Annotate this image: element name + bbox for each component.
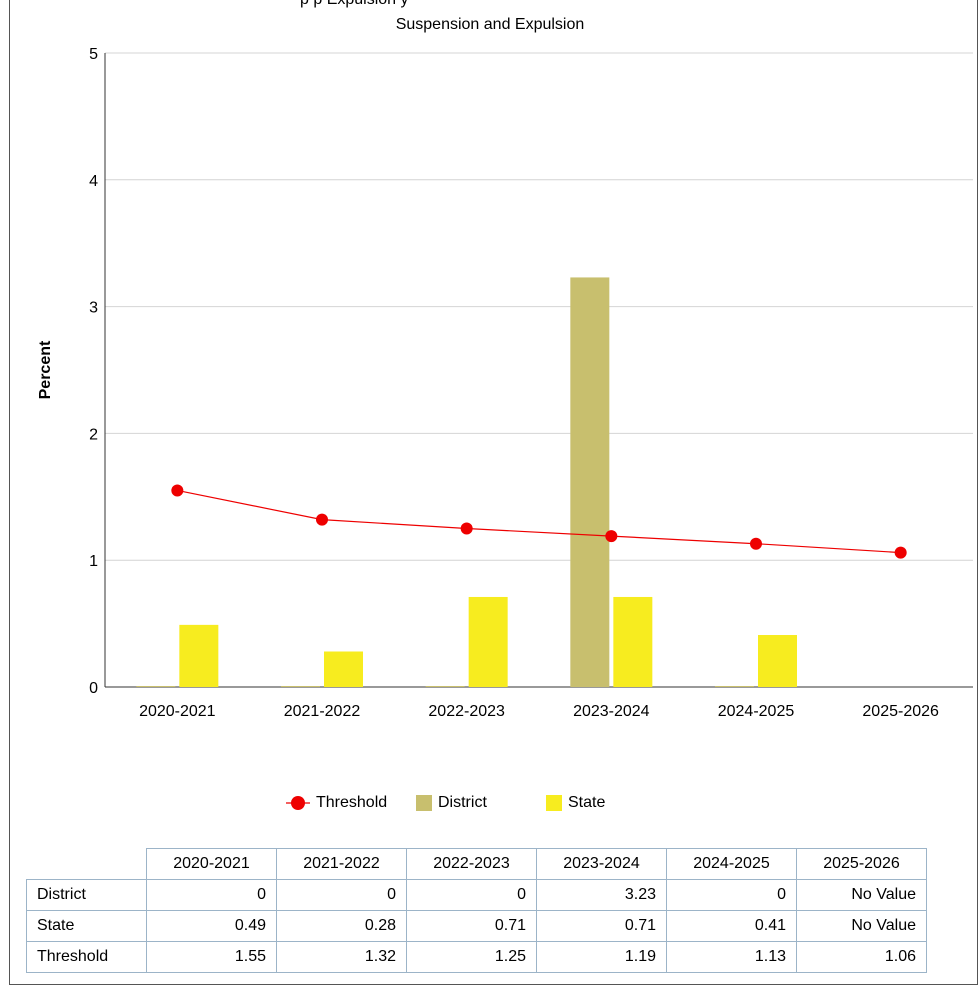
table-cell: No Value bbox=[796, 879, 927, 911]
legend-swatch-icon bbox=[546, 795, 562, 811]
y-tick-label: 4 bbox=[89, 173, 98, 190]
bar-state bbox=[468, 596, 508, 687]
bar-district bbox=[715, 686, 754, 687]
table-cell: 0.28 bbox=[276, 910, 407, 942]
table-cell: 1.25 bbox=[406, 941, 537, 973]
table-cell: 1.55 bbox=[146, 941, 277, 973]
table-column-header: 2024-2025 bbox=[666, 848, 797, 880]
table-row-header: District bbox=[26, 879, 147, 911]
chart-legend: Threshold District State bbox=[0, 792, 980, 814]
table-row-header: Threshold bbox=[26, 941, 147, 973]
table-row-header: State bbox=[26, 910, 147, 942]
table-corner-cell bbox=[26, 848, 147, 880]
legend-line-marker-icon bbox=[286, 796, 310, 810]
point-threshold bbox=[316, 513, 328, 526]
y-tick-label: 1 bbox=[89, 553, 98, 570]
table-cell: 1.06 bbox=[796, 941, 927, 973]
y-axis-label: Percent bbox=[37, 340, 54, 399]
table-column-header: 2022-2023 bbox=[406, 848, 537, 880]
table-cell: No Value bbox=[796, 910, 927, 942]
table-column-header: 2025-2026 bbox=[796, 848, 927, 880]
bar-state bbox=[613, 596, 653, 687]
table-column-header: 2020-2021 bbox=[146, 848, 277, 880]
y-tick-label: 5 bbox=[89, 46, 98, 63]
bar-state bbox=[179, 624, 219, 687]
legend-label: Threshold bbox=[316, 794, 388, 811]
legend-item-district: District bbox=[416, 792, 487, 814]
table-cell: 0.49 bbox=[146, 910, 277, 942]
table-body: District 0 0 0 3.23 0 No Value State 0.49 0.28 0.7… bbox=[26, 879, 927, 973]
chart-frame bbox=[9, 0, 978, 985]
y-tick-label: 0 bbox=[89, 680, 98, 697]
table-cell: 0 bbox=[666, 879, 797, 911]
legend-swatch-icon bbox=[416, 795, 432, 811]
clipped-header-text: p p Expulsion y bbox=[300, 0, 409, 9]
y-tick-label: 2 bbox=[89, 426, 98, 443]
point-threshold bbox=[894, 546, 907, 559]
chart-plot: 0 1 2 3 4 5 Percent 2020-2021 2021-2022 2022-2023… bbox=[37, 46, 973, 720]
x-tick-label: 2025-2026 bbox=[862, 703, 939, 720]
data-table: 2020-2021 2021-2022 2022-2023 2023-2024 2024… bbox=[26, 848, 927, 973]
table-cell: 0.71 bbox=[406, 910, 537, 942]
table-cell: 3.23 bbox=[536, 879, 667, 911]
point-threshold bbox=[605, 530, 618, 543]
table-cell: 0.71 bbox=[536, 910, 667, 942]
table-cell: 0 bbox=[146, 879, 277, 911]
table-row: State 0.49 0.28 0.71 0.71 0.41 No Value bbox=[26, 910, 927, 942]
bar-state bbox=[324, 651, 363, 687]
table-cell: 1.32 bbox=[276, 941, 407, 973]
x-tick-label: 2024-2025 bbox=[718, 703, 795, 720]
legend-label: State bbox=[568, 794, 606, 811]
table-row: District 0 0 0 3.23 0 No Value bbox=[26, 879, 927, 911]
table-cell: 1.13 bbox=[666, 941, 797, 973]
point-threshold bbox=[750, 537, 762, 550]
table-cell: 0 bbox=[276, 879, 407, 911]
table-column-header: 2021-2022 bbox=[276, 848, 407, 880]
point-threshold bbox=[460, 522, 473, 535]
y-tick-label: 3 bbox=[89, 300, 98, 317]
table-row: Threshold 1.55 1.32 1.25 1.19 1.13 1.06 bbox=[26, 941, 927, 973]
point-threshold bbox=[171, 484, 184, 497]
x-tick-label: 2023-2024 bbox=[573, 703, 650, 720]
legend-label: District bbox=[438, 794, 487, 811]
table-cell: 0.41 bbox=[666, 910, 797, 942]
table-cell: 0 bbox=[406, 879, 537, 911]
x-tick-label: 2021-2022 bbox=[284, 703, 361, 720]
x-tick-label: 2022-2023 bbox=[428, 703, 505, 720]
bar-district bbox=[136, 686, 176, 687]
legend-item-state: State bbox=[546, 792, 605, 814]
table-cell: 1.19 bbox=[536, 941, 667, 973]
legend-item-threshold: Threshold bbox=[286, 792, 387, 814]
bar-district bbox=[281, 686, 320, 687]
bar-district bbox=[570, 277, 610, 687]
series-line-threshold bbox=[177, 489, 901, 554]
chart-title: Suspension and Expulsion bbox=[395, 16, 585, 33]
table-column-header: 2023-2024 bbox=[536, 848, 667, 880]
bar-state bbox=[758, 635, 797, 687]
table-header-row: 2020-2021 2021-2022 2022-2023 2023-2024 2024… bbox=[26, 848, 927, 880]
bar-district bbox=[425, 686, 465, 687]
x-tick-label: 2020-2021 bbox=[139, 703, 216, 720]
